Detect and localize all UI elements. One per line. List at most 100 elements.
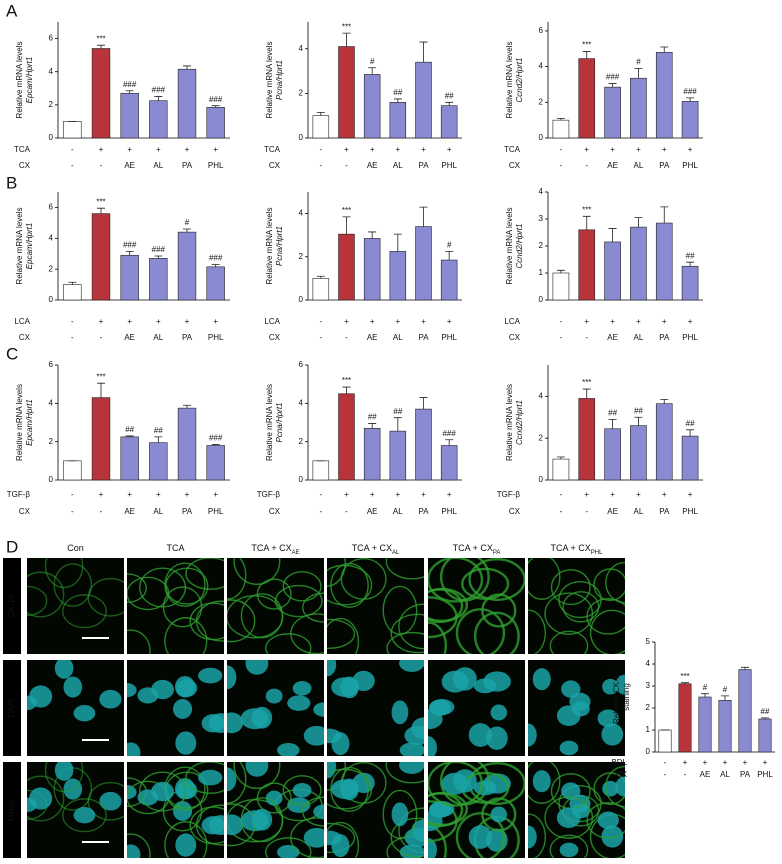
nucleus xyxy=(29,685,53,708)
micrograph xyxy=(327,558,424,654)
error-bar xyxy=(660,46,669,53)
y-axis-label: Pcna/Hprt1 xyxy=(275,402,284,442)
significance-label: ## xyxy=(393,88,402,97)
y-tick-label: 1 xyxy=(646,725,651,734)
cell xyxy=(27,775,65,822)
y-tick-label: 0 xyxy=(539,295,544,304)
nucleus xyxy=(175,833,197,857)
significance-label: ### xyxy=(209,434,223,443)
condition-value: AE xyxy=(367,333,378,342)
condition-value: PHL xyxy=(441,161,457,170)
cell xyxy=(544,796,594,839)
error-bar xyxy=(368,231,377,239)
row-label-bg xyxy=(3,558,21,654)
y-tick-label: 4 xyxy=(539,187,544,196)
condition-value: AL xyxy=(393,507,403,516)
error-bar xyxy=(342,32,351,47)
condition-value: + xyxy=(683,758,688,767)
nucleus xyxy=(561,782,581,800)
micrograph xyxy=(227,660,324,756)
condition-value: - xyxy=(71,161,74,170)
bar xyxy=(552,458,570,481)
nucleus xyxy=(227,814,244,836)
nucleus xyxy=(277,742,300,756)
nucleus xyxy=(528,723,537,747)
condition-value: + xyxy=(185,145,190,154)
error-bar xyxy=(686,261,695,267)
nucleus xyxy=(173,801,193,821)
micrograph xyxy=(127,762,224,858)
nucleus xyxy=(532,770,551,793)
significance-label: *** xyxy=(342,22,351,31)
cell xyxy=(227,762,247,804)
bar xyxy=(389,430,407,481)
y-tick-label: 2 xyxy=(646,703,651,712)
significance-label: # xyxy=(370,57,375,66)
condition-value: - xyxy=(345,161,348,170)
condition-value: PHL xyxy=(682,507,698,516)
micrograph xyxy=(428,660,525,756)
error-bar xyxy=(342,386,351,394)
condition-value: + xyxy=(703,758,708,767)
cell xyxy=(558,784,602,823)
condition-name: TGF-β xyxy=(257,490,281,499)
condition-value: - xyxy=(684,770,687,779)
error-bar xyxy=(556,117,565,121)
nucleus xyxy=(473,678,497,694)
error-bar xyxy=(68,281,77,285)
nucleus xyxy=(54,762,74,781)
condition-value: + xyxy=(636,490,641,499)
bar-chart: 0 2 4 6 Relative mRNA levels Epcam/Hprt1 *** ##… xyxy=(14,22,230,170)
bar xyxy=(63,121,82,139)
y-axis-label: Epcam/Hprt1 xyxy=(25,57,34,104)
nucleus xyxy=(251,808,273,831)
condition-value: - xyxy=(560,490,563,499)
y-axis-label: Relative mRNA levels xyxy=(15,42,24,119)
cell xyxy=(605,561,625,604)
significance-label: # xyxy=(703,683,708,692)
nucleus xyxy=(227,767,237,792)
y-tick-label: 4 xyxy=(49,398,54,407)
significance-label: *** xyxy=(582,378,591,387)
bar xyxy=(389,251,407,301)
condition-value: + xyxy=(99,317,104,326)
error-bar xyxy=(125,435,134,437)
condition-value: - xyxy=(71,333,74,342)
cell xyxy=(164,562,206,607)
condition-value: + xyxy=(156,317,161,326)
y-tick-label: 0 xyxy=(299,475,304,484)
cell xyxy=(290,613,324,654)
condition-value: + xyxy=(447,145,452,154)
error-bar xyxy=(556,456,565,460)
nucleus xyxy=(127,785,137,800)
cell xyxy=(240,797,284,843)
condition-value: PHL xyxy=(682,333,698,342)
condition-name: CX xyxy=(269,333,281,342)
significance-label: # xyxy=(636,58,641,67)
nucleus xyxy=(556,705,581,726)
nucleus xyxy=(399,762,424,774)
nucleus xyxy=(615,674,625,695)
nucleus xyxy=(127,683,137,698)
condition-name: TCA xyxy=(264,145,281,154)
cell xyxy=(195,804,224,846)
condition-value: - xyxy=(560,507,563,516)
nucleus xyxy=(73,705,96,722)
condition-value: + xyxy=(584,490,589,499)
nucleus xyxy=(99,791,122,811)
cell xyxy=(327,564,373,606)
condition-value: + xyxy=(344,317,349,326)
nucleus xyxy=(559,842,579,858)
condition-value: + xyxy=(99,145,104,154)
condition-value: + xyxy=(636,145,641,154)
significance-label: ## xyxy=(445,91,454,100)
error-bar xyxy=(445,439,454,446)
nucleus xyxy=(175,731,197,755)
condition-name: TCA xyxy=(504,145,521,154)
error-bar xyxy=(686,429,695,437)
column-label-text: TCA + CX xyxy=(352,543,392,553)
cell xyxy=(327,618,356,650)
error-bar xyxy=(368,67,377,75)
bar xyxy=(681,265,699,301)
column-label-sub: PHL xyxy=(591,550,603,556)
